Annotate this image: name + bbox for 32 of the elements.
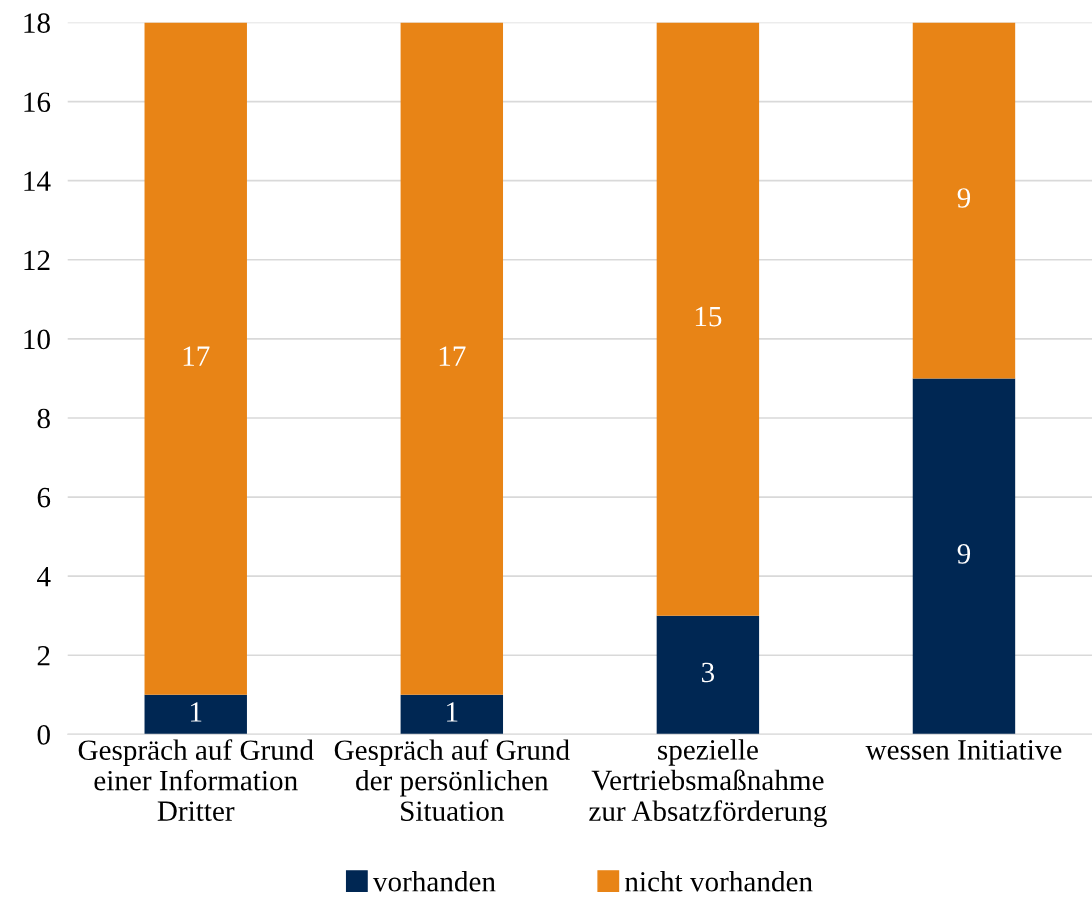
y-tick-label: 12 xyxy=(24,250,50,270)
bar xyxy=(912,22,1016,379)
data-label: 9 xyxy=(957,188,971,208)
bar xyxy=(656,615,760,735)
y-tick-label: 6 xyxy=(37,487,51,508)
y-tick-label: 2 xyxy=(37,646,50,666)
y-tick-label: 14 xyxy=(24,171,51,191)
y-tick-label: 10 xyxy=(24,329,50,350)
legend-label: vorhanden xyxy=(372,871,496,892)
x-tick-label: Gespräch auf Grund der persönlichen Situation xyxy=(334,739,570,821)
data-label: 3 xyxy=(701,662,715,683)
y-tick-label: 0 xyxy=(37,725,50,745)
bar xyxy=(144,694,247,735)
legend-label: nicht vorhanden xyxy=(625,871,813,892)
y-tick-label: 18 xyxy=(24,13,50,33)
data-label: 15 xyxy=(695,306,722,327)
bar xyxy=(400,22,504,695)
data-label: 17 xyxy=(439,346,466,366)
y-tick-label: 8 xyxy=(37,408,50,429)
bar xyxy=(912,378,1016,735)
x-tick-label: spezielle Vertriebsmaßnahme zur Absatzförderung xyxy=(589,739,827,828)
data-label: 9 xyxy=(957,544,971,564)
x-tick-label: wessen Initiative xyxy=(865,740,1062,760)
y-tick-label: 4 xyxy=(37,567,51,587)
data-label: 17 xyxy=(183,346,210,366)
x-tick-label: Gespräch auf Grund einer Information Dritter xyxy=(78,739,314,821)
bar xyxy=(400,694,504,735)
y-tick-label: 16 xyxy=(24,92,51,113)
bar xyxy=(656,22,760,616)
bar xyxy=(144,22,247,695)
data-label: 1 xyxy=(447,702,458,722)
data-label: 1 xyxy=(191,702,202,722)
